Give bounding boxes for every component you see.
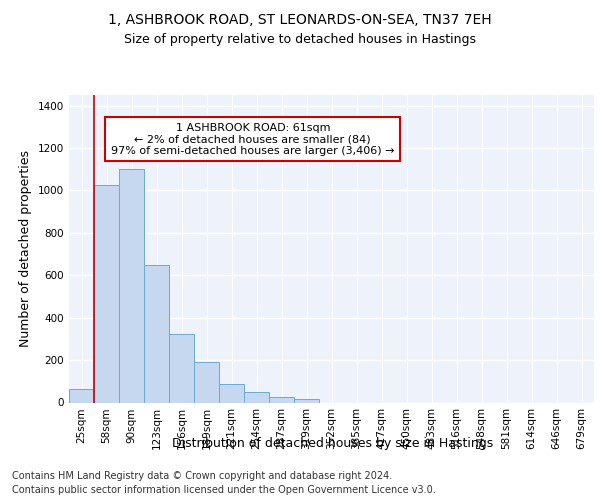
Text: Distribution of detached houses by size in Hastings: Distribution of detached houses by size … — [172, 438, 494, 450]
Bar — [269, 397, 294, 402]
Bar — [119, 169, 144, 402]
Bar — [69, 388, 94, 402]
Bar — [194, 362, 219, 403]
Y-axis label: Number of detached properties: Number of detached properties — [19, 150, 32, 347]
Text: 1 ASHBROOK ROAD: 61sqm
← 2% of detached houses are smaller (84)
97% of semi-deta: 1 ASHBROOK ROAD: 61sqm ← 2% of detached … — [111, 122, 395, 156]
Bar — [169, 334, 194, 402]
Bar — [144, 264, 169, 402]
Text: Contains public sector information licensed under the Open Government Licence v3: Contains public sector information licen… — [12, 485, 436, 495]
Text: 1, ASHBROOK ROAD, ST LEONARDS-ON-SEA, TN37 7EH: 1, ASHBROOK ROAD, ST LEONARDS-ON-SEA, TN… — [108, 12, 492, 26]
Text: Size of property relative to detached houses in Hastings: Size of property relative to detached ho… — [124, 32, 476, 46]
Bar — [219, 384, 244, 402]
Bar — [94, 185, 119, 402]
Text: Contains HM Land Registry data © Crown copyright and database right 2024.: Contains HM Land Registry data © Crown c… — [12, 471, 392, 481]
Bar — [244, 392, 269, 402]
Bar — [294, 398, 319, 402]
